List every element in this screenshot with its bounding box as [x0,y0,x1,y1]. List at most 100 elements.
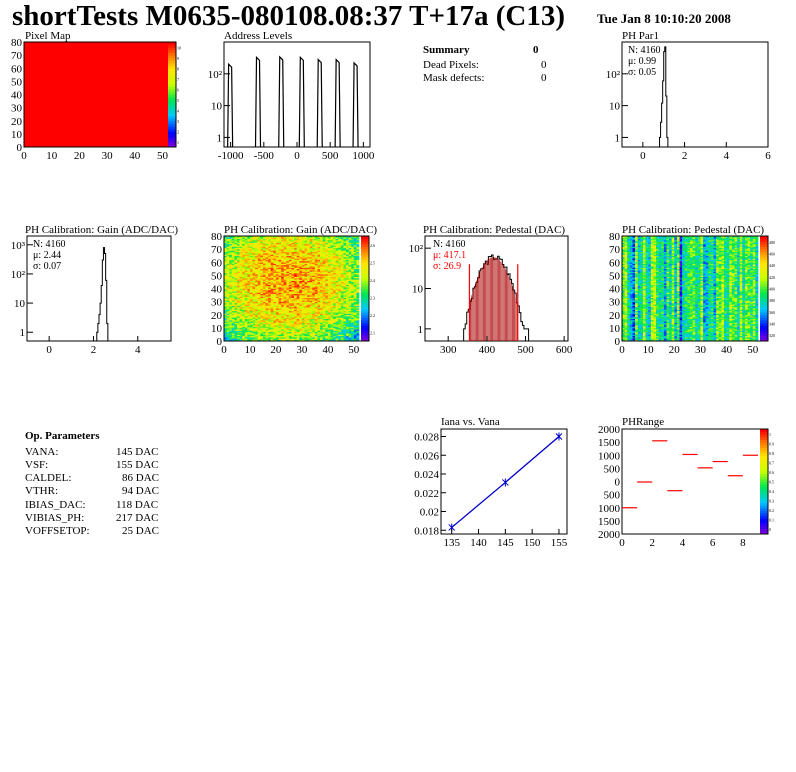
gain2-cell [296,334,300,337]
gain2-cell [291,300,295,302]
gain2-cell [231,270,235,272]
gain2-cell [351,330,355,333]
gain2-cell [255,281,259,284]
gain2-cell [265,278,269,280]
gain2-cell [327,267,331,270]
gain2-cell [333,322,336,325]
gain2-cell [291,313,295,316]
gain2-cell [288,262,292,264]
gain2-cell [327,326,331,329]
gain2-cell [299,320,303,322]
gain2-cell [335,299,339,301]
gain2-cell [320,278,323,280]
gain2-cell [338,258,342,260]
gain2-cell [304,280,308,283]
gain2-cell [273,334,277,337]
gain2-cell [224,334,227,337]
gain2-cell [224,254,227,256]
gain2-cell [249,299,253,301]
gain2-cell [312,335,316,338]
gain2-cell [353,337,357,339]
gain2-cell [314,253,318,255]
gain2-cell [275,337,279,339]
gain2-cell [351,291,355,293]
gain2-cell [226,320,230,322]
gain2-cell [333,249,336,251]
gain2-cell [296,321,300,323]
gain2-cell [275,245,279,247]
gain2-cell [239,258,243,260]
gain2-cell [353,272,357,275]
gain2-cell [314,291,318,293]
gain2-cell [353,338,357,340]
gain2-cell [255,296,259,298]
gain2-cell [236,263,240,266]
gain2-cell [335,263,339,266]
gain2-cell [348,243,352,246]
gain2-cell [314,284,318,287]
gain2-cell [260,334,264,337]
gain2-cell [229,251,233,254]
gain2-cell [273,320,277,322]
gain2-cell [322,333,326,335]
gain2-cell [234,296,238,298]
gain2-cell [260,270,264,272]
gain2-cell [283,249,287,251]
gain2-cell [281,292,285,295]
gain2-cell [296,323,300,326]
gain2-cell [307,333,310,335]
gain2-cell [249,321,253,323]
gain2-cell [283,274,287,276]
gain2-cell [348,339,352,342]
gain2-cell [322,253,326,255]
gain2-cell [283,268,287,271]
gain2-cell [294,284,297,287]
gain2-cell [304,249,308,251]
gain2-cell [224,304,227,306]
gain2-cell [234,278,238,280]
gain2-cell [356,330,360,333]
gain2-cell [294,335,297,338]
gain2-cell [234,247,238,250]
gain2-cell [242,250,246,253]
gain2-cell [273,306,277,309]
gain2-cell [249,327,253,330]
gain2-cell [281,323,285,326]
gain2-cell [265,327,269,330]
gain2-cell [234,266,238,268]
gain2-cell [255,317,259,319]
gain2-cell [356,308,360,310]
gain2-cell [304,337,308,339]
gain2-cell [244,254,248,256]
gain2-cell [265,288,269,291]
gain2-cell [351,280,355,283]
gain2-cell [252,339,256,342]
gain2-cell [239,262,243,264]
gain2-cell [249,257,253,259]
gain2-cell [288,318,292,321]
page-title: shortTests M0635-080108.08:37 T+17a (C13… [12,0,566,32]
gain2-cell [268,301,272,304]
gain2-cell [314,299,318,301]
gain2-cell [231,302,235,305]
gain2-cell [314,259,318,262]
gain2-cell [343,245,347,247]
gain2-cell [260,285,264,288]
gain2-cell [242,318,246,321]
gain2-cell [260,327,264,330]
gain2-cell [294,262,297,264]
gain2-cell [273,312,277,314]
gain2-cell [356,306,360,309]
gain2-cell [281,310,285,313]
gain2-cell [325,314,329,317]
gain2-cell [312,296,316,298]
gain2-cell [231,293,235,296]
gain2-cell [229,259,233,262]
gain2-cell [356,259,360,262]
gain2-cell [281,299,285,301]
gain2-cell [299,339,303,342]
gain2-cell [229,281,233,284]
gain2-cell [307,300,310,302]
gain2-cell [255,288,259,291]
gain2-cell [260,333,264,335]
